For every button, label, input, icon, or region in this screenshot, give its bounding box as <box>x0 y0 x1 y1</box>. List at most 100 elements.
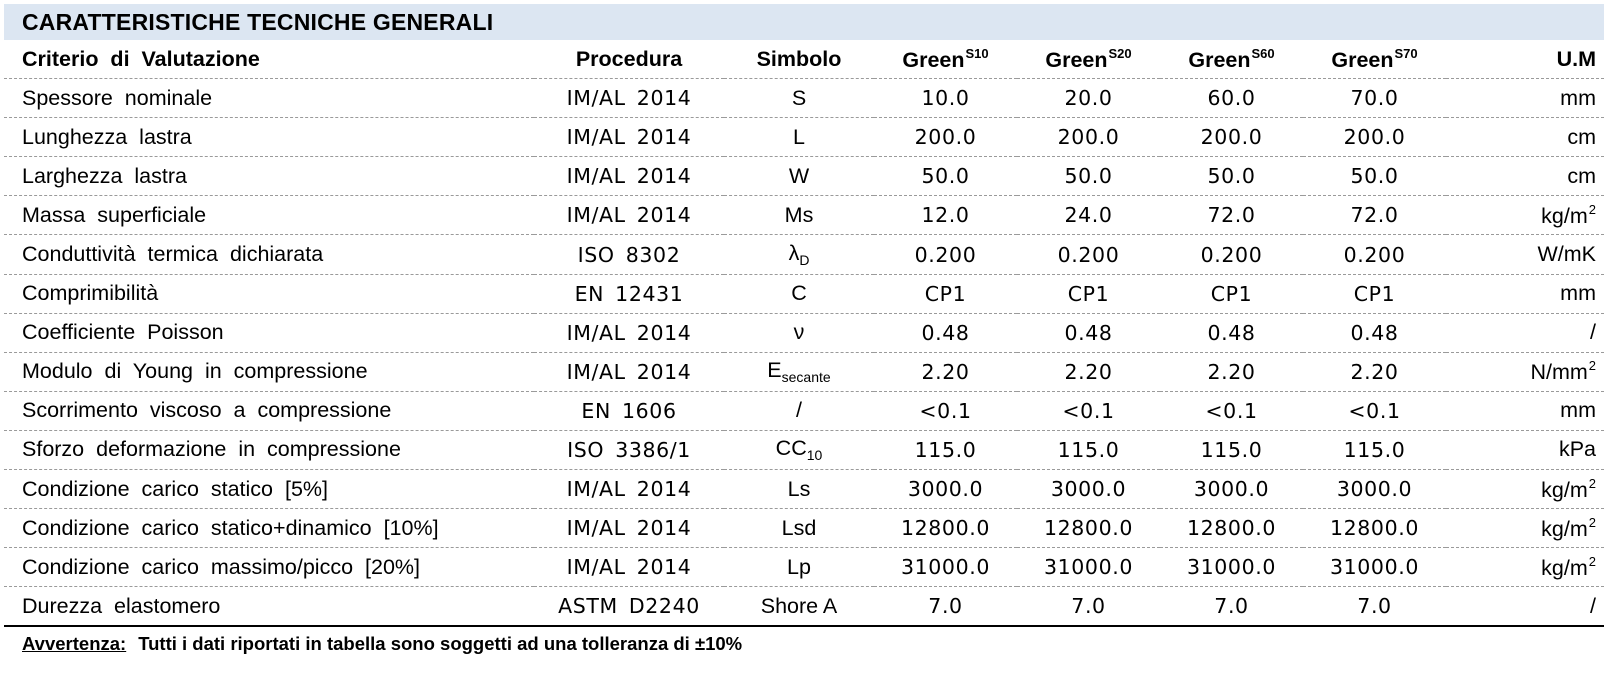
section-title: CARATTERISTICHE TECNICHE GENERALI <box>4 4 1604 40</box>
criterio-cell: Conduttività termica dichiarata <box>4 234 534 275</box>
um-text: mm <box>1560 85 1596 110</box>
um-text: mm <box>1560 398 1596 423</box>
um-superscript: 2 <box>1588 201 1596 217</box>
simbolo-text: CC <box>775 436 807 461</box>
value-cell: 3000.0 <box>874 469 1017 510</box>
procedura-cell: IM/AL 2014 <box>534 352 724 392</box>
value-cell: 2.20 <box>1303 352 1446 392</box>
value-cell: 50.0 <box>1017 156 1160 197</box>
value-cell: 115.0 <box>1017 430 1160 471</box>
header-um: U.M <box>1446 40 1604 80</box>
procedura-cell: ISO 3386/1 <box>534 430 724 471</box>
header-simbolo: Simbolo <box>724 40 874 80</box>
value-cell: <0.1 <box>1160 391 1303 431</box>
table-row: Spessore nominale IM/AL 2014 S 10.0 20.0 60.0… <box>4 78 1604 119</box>
note-colon: : <box>120 633 127 655</box>
procedura-cell: IM/AL 2014 <box>534 156 724 197</box>
um-text: kg/m <box>1541 555 1588 580</box>
value-cell: 115.0 <box>1303 430 1446 471</box>
value-cell: CP1 <box>874 274 1017 314</box>
procedura-cell: IM/AL 2014 <box>534 78 724 119</box>
simbolo-cell: Ls <box>724 469 874 510</box>
simbolo-cell: CC10 <box>724 430 874 471</box>
header-criterio: Criterio di Valutazione <box>4 40 534 80</box>
um-superscript: 2 <box>1588 514 1596 530</box>
um-cell: cm <box>1446 156 1604 197</box>
table-row: Coefficiente Poisson IM/AL 2014 ν 0.48 0.48 0… <box>4 313 1604 353</box>
value-cell: 12.0 <box>874 195 1017 236</box>
simbolo-cell: / <box>724 391 874 431</box>
product-name: Green <box>1188 47 1251 72</box>
product-sup: S20 <box>1108 45 1132 61</box>
value-cell: 3000.0 <box>1160 469 1303 510</box>
criterio-cell: Condizione carico statico [5%] <box>4 469 534 510</box>
table-row: Sforzo deformazione in compressione ISO 3… <box>4 430 1604 471</box>
value-cell: 7.0 <box>1017 586 1160 628</box>
product-sup: S60 <box>1251 45 1275 61</box>
value-cell: 60.0 <box>1160 78 1303 119</box>
simbolo-cell: Ms <box>724 195 874 236</box>
spec-table: Criterio di Valutazione Procedura Simbol… <box>4 40 1604 628</box>
um-text: kPa <box>1558 437 1596 462</box>
criterio-cell: Coefficiente Poisson <box>4 313 534 353</box>
um-superscript: 2 <box>1588 358 1596 374</box>
table-row: Durezza elastomero ASTM D2240 Shore A 7.0 7.… <box>4 586 1604 628</box>
criterio-cell: Modulo di Young in compressione <box>4 352 534 392</box>
procedura-cell: EN 1606 <box>534 391 724 431</box>
note-text: Tutti i dati riportati in tabella sono s… <box>138 633 743 655</box>
simbolo-text: Lsd <box>781 515 817 540</box>
value-cell: 200.0 <box>1160 117 1303 158</box>
um-text: kg/m <box>1541 203 1588 228</box>
value-cell: 31000.0 <box>1303 547 1446 588</box>
simbolo-cell: λD <box>724 234 874 275</box>
criterio-cell: Massa superficiale <box>4 195 534 236</box>
criterio-cell: Larghezza lastra <box>4 156 534 197</box>
criterio-cell: Sforzo deformazione in compressione <box>4 430 534 471</box>
um-text: mm <box>1560 281 1596 306</box>
value-cell: 31000.0 <box>874 547 1017 588</box>
simbolo-text: ν <box>793 320 805 345</box>
header-product-s60: GreenS60 <box>1160 40 1303 80</box>
value-cell: 12800.0 <box>874 508 1017 549</box>
value-cell: 0.200 <box>1017 234 1160 275</box>
value-cell: 31000.0 <box>1160 547 1303 588</box>
simbolo-text: Ms <box>784 202 814 227</box>
value-cell: 72.0 <box>1160 195 1303 236</box>
value-cell: 2.20 <box>874 352 1017 392</box>
value-cell: CP1 <box>1160 274 1303 314</box>
table-row: Condizione carico statico+dinamico [10%]… <box>4 508 1604 549</box>
table-row: Larghezza lastra IM/AL 2014 W 50.0 50.0 50.0 5… <box>4 156 1604 197</box>
value-cell: 24.0 <box>1017 195 1160 236</box>
value-cell: 70.0 <box>1303 78 1446 119</box>
spec-sheet: CARATTERISTICHE TECNICHE GENERALI Criter… <box>4 4 1604 655</box>
um-cell: kg/m2 <box>1446 195 1604 236</box>
value-cell: 10.0 <box>874 78 1017 119</box>
simbolo-text: / <box>796 398 802 423</box>
value-cell: CP1 <box>1017 274 1160 314</box>
product-name: Green <box>1045 47 1108 72</box>
procedura-cell: IM/AL 2014 <box>534 469 724 510</box>
criterio-cell: Comprimibilità <box>4 274 534 314</box>
value-cell: 200.0 <box>1303 117 1446 158</box>
value-cell: <0.1 <box>874 391 1017 431</box>
um-cell: / <box>1446 586 1604 628</box>
product-sup: S70 <box>1394 45 1418 61</box>
simbolo-cell: ν <box>724 313 874 353</box>
value-cell: 12800.0 <box>1303 508 1446 549</box>
um-text: / <box>1590 593 1596 618</box>
value-cell: 0.48 <box>874 313 1017 353</box>
um-cell: kg/m2 <box>1446 547 1604 588</box>
table-row: Modulo di Young in compressione IM/AL 201… <box>4 352 1604 392</box>
um-cell: W/mK <box>1446 234 1604 275</box>
simbolo-text: W <box>788 163 810 188</box>
value-cell: 72.0 <box>1303 195 1446 236</box>
procedura-cell: ISO 8302 <box>534 234 724 275</box>
value-cell: 0.48 <box>1160 313 1303 353</box>
tolerance-note: Avvertenza: Tutti i dati riportati in tab… <box>4 627 1604 655</box>
value-cell: 7.0 <box>874 586 1017 628</box>
simbolo-cell: W <box>724 156 874 197</box>
table-row: Lunghezza lastra IM/AL 2014 L 200.0 200.0 200… <box>4 117 1604 158</box>
simbolo-cell: Lp <box>724 547 874 588</box>
value-cell: 50.0 <box>874 156 1017 197</box>
um-cell: mm <box>1446 274 1604 314</box>
